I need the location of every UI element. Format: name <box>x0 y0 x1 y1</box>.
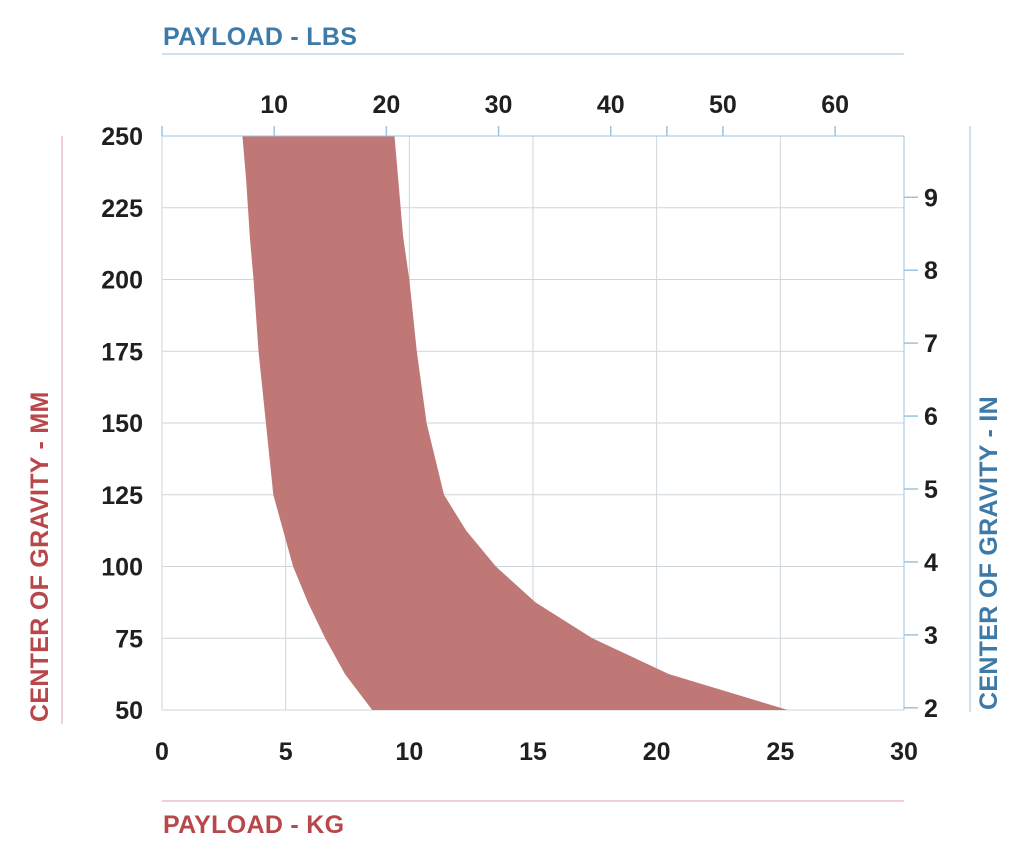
y2-tick-label-6: 6 <box>924 403 938 431</box>
x2-tick-label-10: 10 <box>260 91 288 119</box>
y2-tick-label-7: 7 <box>924 330 938 358</box>
x2-tick-label-30: 30 <box>485 91 513 119</box>
y-tick-label-50: 50 <box>115 697 143 725</box>
x-tick-label-0: 0 <box>155 738 169 766</box>
y2-tick-label-9: 9 <box>924 184 938 212</box>
x2-tick-label-60: 60 <box>821 91 849 119</box>
y2-tick-label-3: 3 <box>924 622 938 650</box>
y-tick-label-225: 225 <box>101 195 143 223</box>
x-tick-label-20: 20 <box>643 738 671 766</box>
y-tick-label-200: 200 <box>101 267 143 295</box>
y-tick-label-175: 175 <box>101 338 143 366</box>
y2-tick-label-4: 4 <box>924 549 938 577</box>
y-tick-label-75: 75 <box>115 625 143 653</box>
y-tick-label-250: 250 <box>101 123 143 151</box>
y2-tick-label-5: 5 <box>924 476 938 504</box>
right-axis-title: CENTER OF GRAVITY - IN <box>975 396 1003 710</box>
y-tick-label-100: 100 <box>101 554 143 582</box>
y2-tick-label-2: 2 <box>924 695 938 723</box>
x-tick-label-15: 15 <box>519 738 547 766</box>
x2-tick-label-20: 20 <box>372 91 400 119</box>
x-tick-label-10: 10 <box>395 738 423 766</box>
x2-tick-label-50: 50 <box>709 91 737 119</box>
x2-tick-label-40: 40 <box>597 91 625 119</box>
x-tick-label-25: 25 <box>766 738 794 766</box>
bottom-axis-title: PAYLOAD - KG <box>163 811 344 839</box>
top-axis-title: PAYLOAD - LBS <box>163 23 357 51</box>
y-tick-label-150: 150 <box>101 410 143 438</box>
payload-envelope-area <box>242 136 788 710</box>
axes <box>161 126 918 710</box>
y-tick-label-125: 125 <box>101 482 143 510</box>
x-tick-label-30: 30 <box>890 738 918 766</box>
x-tick-label-5: 5 <box>279 738 293 766</box>
left-axis-title: CENTER OF GRAVITY - MM <box>26 391 54 722</box>
y2-tick-label-8: 8 <box>924 257 938 285</box>
